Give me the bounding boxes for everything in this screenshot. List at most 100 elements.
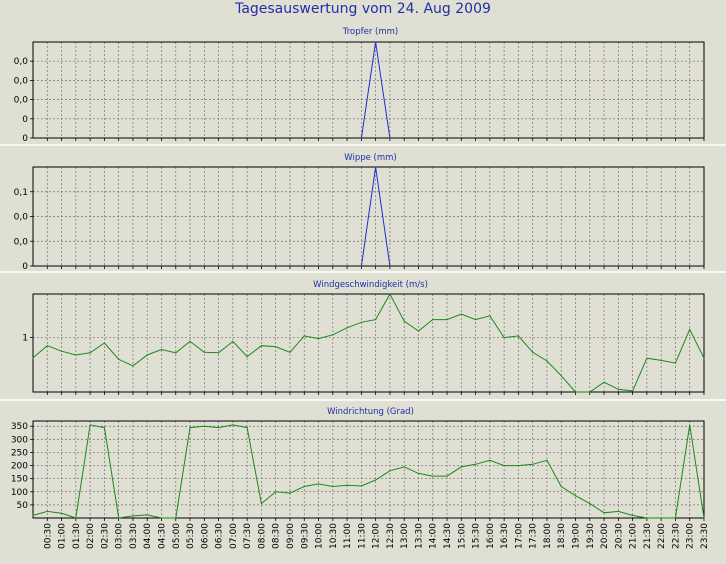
plot-frame-2 [32, 293, 705, 393]
y-tick-label: 0 [22, 262, 28, 272]
plot-area-2 [33, 294, 704, 392]
data-point [89, 424, 91, 426]
data-point [517, 464, 520, 467]
panel-title: Windrichtung (Grad) [327, 407, 414, 417]
data-point [446, 318, 448, 321]
data-point [217, 426, 220, 429]
data-point [275, 491, 277, 493]
data-point [146, 514, 148, 516]
x-tick-label: 14:30 [443, 523, 453, 549]
data-point [503, 336, 505, 339]
plot-area-3 [33, 421, 704, 518]
plot-frame-3 [32, 420, 705, 519]
x-tick-label: 11:00 [343, 523, 353, 549]
data-point [389, 137, 391, 139]
x-tick-label: 18:30 [557, 523, 567, 549]
data-point [75, 517, 77, 519]
y-tick-label: 0,1 [14, 188, 28, 198]
data-point [703, 357, 705, 359]
x-tick-label: 15:00 [457, 523, 467, 549]
series-line-2 [32, 292, 705, 393]
data-point [103, 342, 105, 344]
x-tick-label: 09:00 [286, 523, 296, 549]
data-point [289, 351, 291, 353]
y-tick-label: 50 [17, 501, 29, 511]
data-point [560, 375, 562, 377]
data-point [632, 390, 634, 392]
data-point [546, 360, 548, 362]
data-point [132, 365, 134, 367]
y-tick-label: 250 [11, 448, 28, 458]
data-point [175, 517, 177, 519]
data-point [660, 517, 662, 519]
data-point [460, 466, 462, 468]
x-tick-label: 02:30 [100, 523, 110, 549]
data-point [517, 335, 520, 337]
x-tick-label: 12:30 [386, 523, 396, 549]
data-point [489, 315, 491, 317]
data-point [189, 340, 191, 342]
data-point [175, 352, 177, 354]
x-tick-label: 15:30 [472, 523, 482, 549]
data-point [375, 318, 377, 321]
x-tick-label: 17:00 [514, 523, 524, 549]
data-point [89, 352, 91, 354]
y-tick-label: 0,0 [14, 96, 29, 106]
data-point [389, 470, 391, 472]
data-point [403, 320, 405, 322]
data-point [217, 352, 220, 354]
x-tick-label: 17:30 [529, 523, 539, 549]
x-tick-label: 16:30 [500, 523, 510, 549]
x-tick-label: 18:00 [543, 523, 553, 549]
y-tick-label: 300 [11, 435, 28, 445]
data-point [232, 340, 234, 342]
data-point [674, 362, 677, 364]
data-point [46, 345, 48, 347]
data-point [189, 426, 191, 429]
x-tick-label: 05:00 [172, 523, 182, 549]
data-point [246, 426, 248, 429]
data-point [703, 517, 705, 519]
x-tick-label: 09:30 [300, 523, 310, 549]
data-point [603, 381, 605, 383]
data-point [346, 484, 348, 486]
data-point [360, 321, 362, 323]
data-point [574, 495, 577, 497]
data-point [317, 483, 320, 485]
data-point [389, 265, 391, 267]
data-point [560, 485, 562, 488]
data-point [332, 485, 334, 488]
y-tick-label: 350 [11, 422, 28, 432]
data-point [489, 459, 491, 461]
data-point [503, 464, 505, 467]
panel-title: Tropfer (mm) [342, 27, 398, 37]
x-tick-label: 00:30 [43, 523, 53, 549]
data-point [32, 514, 34, 516]
page-title: Tagesauswertung vom 24. Aug 2009 [235, 1, 491, 17]
x-tick-label: 10:00 [315, 523, 325, 549]
x-tick-label: 04:30 [157, 523, 167, 549]
data-point [103, 426, 105, 429]
data-point [118, 517, 120, 519]
x-tick-label: 23:00 [686, 523, 696, 549]
series-line-3 [32, 424, 705, 519]
x-tick-label: 06:30 [215, 523, 225, 549]
y-tick-label: 100 [11, 488, 28, 498]
data-point [603, 512, 605, 514]
x-tick-label: 01:30 [72, 523, 82, 549]
x-tick-label: 13:30 [414, 523, 424, 549]
x-tick-label: 07:00 [229, 523, 239, 549]
y-tick-label: 0 [22, 115, 28, 125]
x-tick-label: 03:00 [115, 523, 125, 549]
x-tick-label: 19:30 [586, 523, 596, 549]
x-tick-label: 07:30 [243, 523, 253, 549]
x-tick-label: 20:30 [614, 523, 624, 549]
data-point [260, 345, 263, 347]
data-point [646, 357, 648, 359]
data-point [232, 424, 234, 426]
data-point [632, 514, 634, 516]
data-point [275, 346, 277, 348]
y-tick-label: 0,0 [14, 237, 29, 247]
data-point [417, 330, 420, 332]
